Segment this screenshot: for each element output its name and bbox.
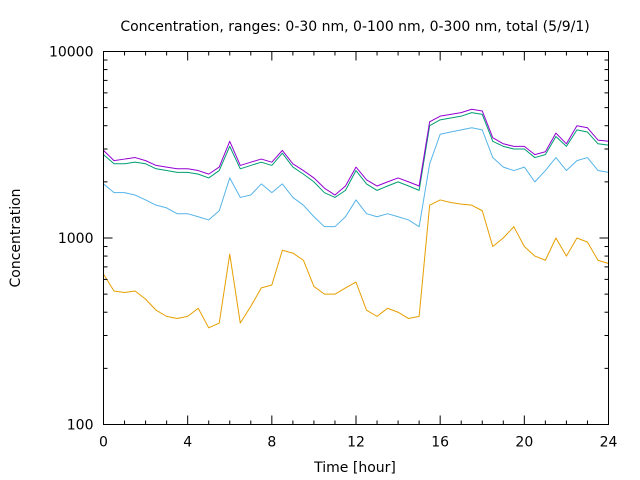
series-line-0 [103, 199, 609, 329]
x-tick-label: 0 [99, 435, 108, 451]
x-tick-label: 12 [347, 435, 365, 451]
chart-title: Concentration, ranges: 0-30 nm, 0-100 nm… [120, 19, 589, 35]
series-group [103, 108, 609, 329]
y-tick-label: 100 [67, 418, 94, 434]
x-tick-label: 8 [267, 435, 276, 451]
x-tick-label: 4 [183, 435, 192, 451]
y-tick-label: 10000 [49, 45, 94, 61]
x-tick-label: 16 [431, 435, 449, 451]
plot-frame [103, 51, 609, 425]
series-line-1 [103, 127, 609, 228]
x-tick-label: 20 [515, 435, 533, 451]
series-line-3 [103, 108, 609, 196]
x-axis: 0 4 8 12 16 20 24 [99, 51, 618, 451]
series-line-2 [103, 112, 609, 198]
y-axis: 100 1000 10000 [49, 45, 609, 434]
y-tick-label: 1000 [58, 231, 94, 247]
x-tick-label: 24 [600, 435, 618, 451]
y-axis-label: Concentration [8, 188, 24, 287]
x-axis-label: Time [hour] [313, 460, 396, 476]
